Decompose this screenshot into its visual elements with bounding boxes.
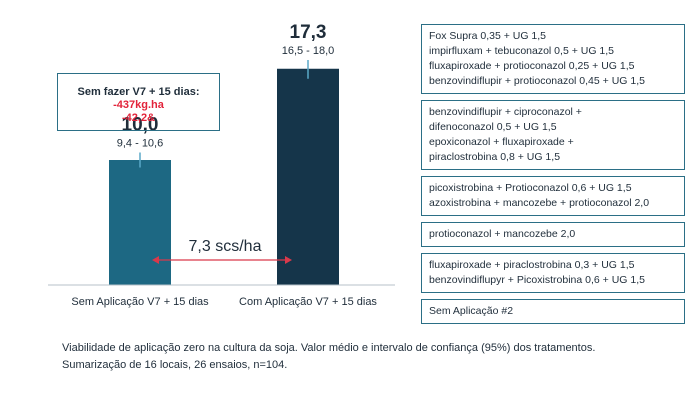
legend-item: epoxiconazol + fluxapiroxade +	[429, 136, 574, 148]
legend-item: piraclostrobina 0,8 + UG 1,5	[429, 151, 561, 163]
x-tick-label: Sem Aplicação V7 + 15 dias	[71, 296, 209, 308]
legend-item: fluxapiroxade + protioconazol 0,25 + UG …	[429, 60, 635, 72]
callout-loss-kg: -437kg.ha	[113, 99, 164, 111]
legend-item: difenoconazol 0,5 + UG 1,5	[429, 121, 557, 133]
legend-item: impirfluxam + tebuconazol 0,5 + UG 1,5	[429, 45, 615, 57]
legend-item: fluxapiroxade + piraclostrobina 0,3 + UG…	[429, 259, 635, 271]
legend-group: protioconazol + mancozebe 2,0	[421, 222, 685, 247]
legend-item: benzovindiflupir + protioconazol 0,45 + …	[429, 75, 645, 87]
difference-arrow-head-left	[152, 256, 159, 264]
chart-caption: Viabilidade de aplicação zero na cultura…	[62, 340, 595, 374]
callout-loss-percent: -42,2&	[121, 112, 156, 124]
bar-range-label: 9,4 - 10,6	[117, 138, 163, 150]
bar-range-label: 16,5 - 18,0	[282, 45, 335, 57]
caption-line-1: Viabilidade de aplicação zero na cultura…	[62, 342, 596, 354]
legend-group: Fox Supra 0,35 + UG 1,5 impirfluxam + teb…	[421, 24, 685, 94]
legend-item: Sem Aplicação #2	[429, 305, 514, 317]
legend-item: protioconazol + mancozebe 2,0	[429, 228, 576, 240]
bar	[109, 160, 171, 285]
legend-item: Fox Supra 0,35 + UG 1,5	[429, 30, 547, 42]
x-tick-label: Com Aplicação V7 + 15 dias	[239, 296, 377, 308]
legend-group: picoxistrobina + Protioconazol 0,6 + UG …	[421, 176, 685, 216]
caption-line-2: Sumarização de 16 locais, 26 ensaios, n=…	[62, 359, 288, 371]
difference-arrow-head-right	[285, 256, 292, 264]
treatment-legend: Fox Supra 0,35 + UG 1,5 impirfluxam + teb…	[421, 24, 685, 330]
legend-group: Sem Aplicação #2	[421, 299, 685, 324]
legend-item: benzovindiflupyr + Picoxistrobina 0,6 + …	[429, 274, 645, 286]
difference-label: 7,3 scs/ha	[189, 238, 262, 255]
legend-item: benzovindiflupir + ciproconazol +	[429, 106, 582, 118]
yield-loss-callout: Sem fazer V7 + 15 dias: -437kg.ha -42,2&	[57, 73, 220, 131]
legend-item: azoxistrobina + mancozebe + protioconazo…	[429, 197, 650, 209]
legend-group: fluxapiroxade + piraclostrobina 0,3 + UG…	[421, 253, 685, 293]
bar	[277, 68, 339, 285]
legend-group: benzovindiflupir + ciproconazol + difenoc…	[421, 100, 685, 170]
legend-item: picoxistrobina + Protioconazol 0,6 + UG …	[429, 182, 632, 194]
bar-value-label: 17,3	[290, 22, 327, 43]
callout-title: Sem fazer V7 + 15 dias:	[77, 86, 200, 98]
